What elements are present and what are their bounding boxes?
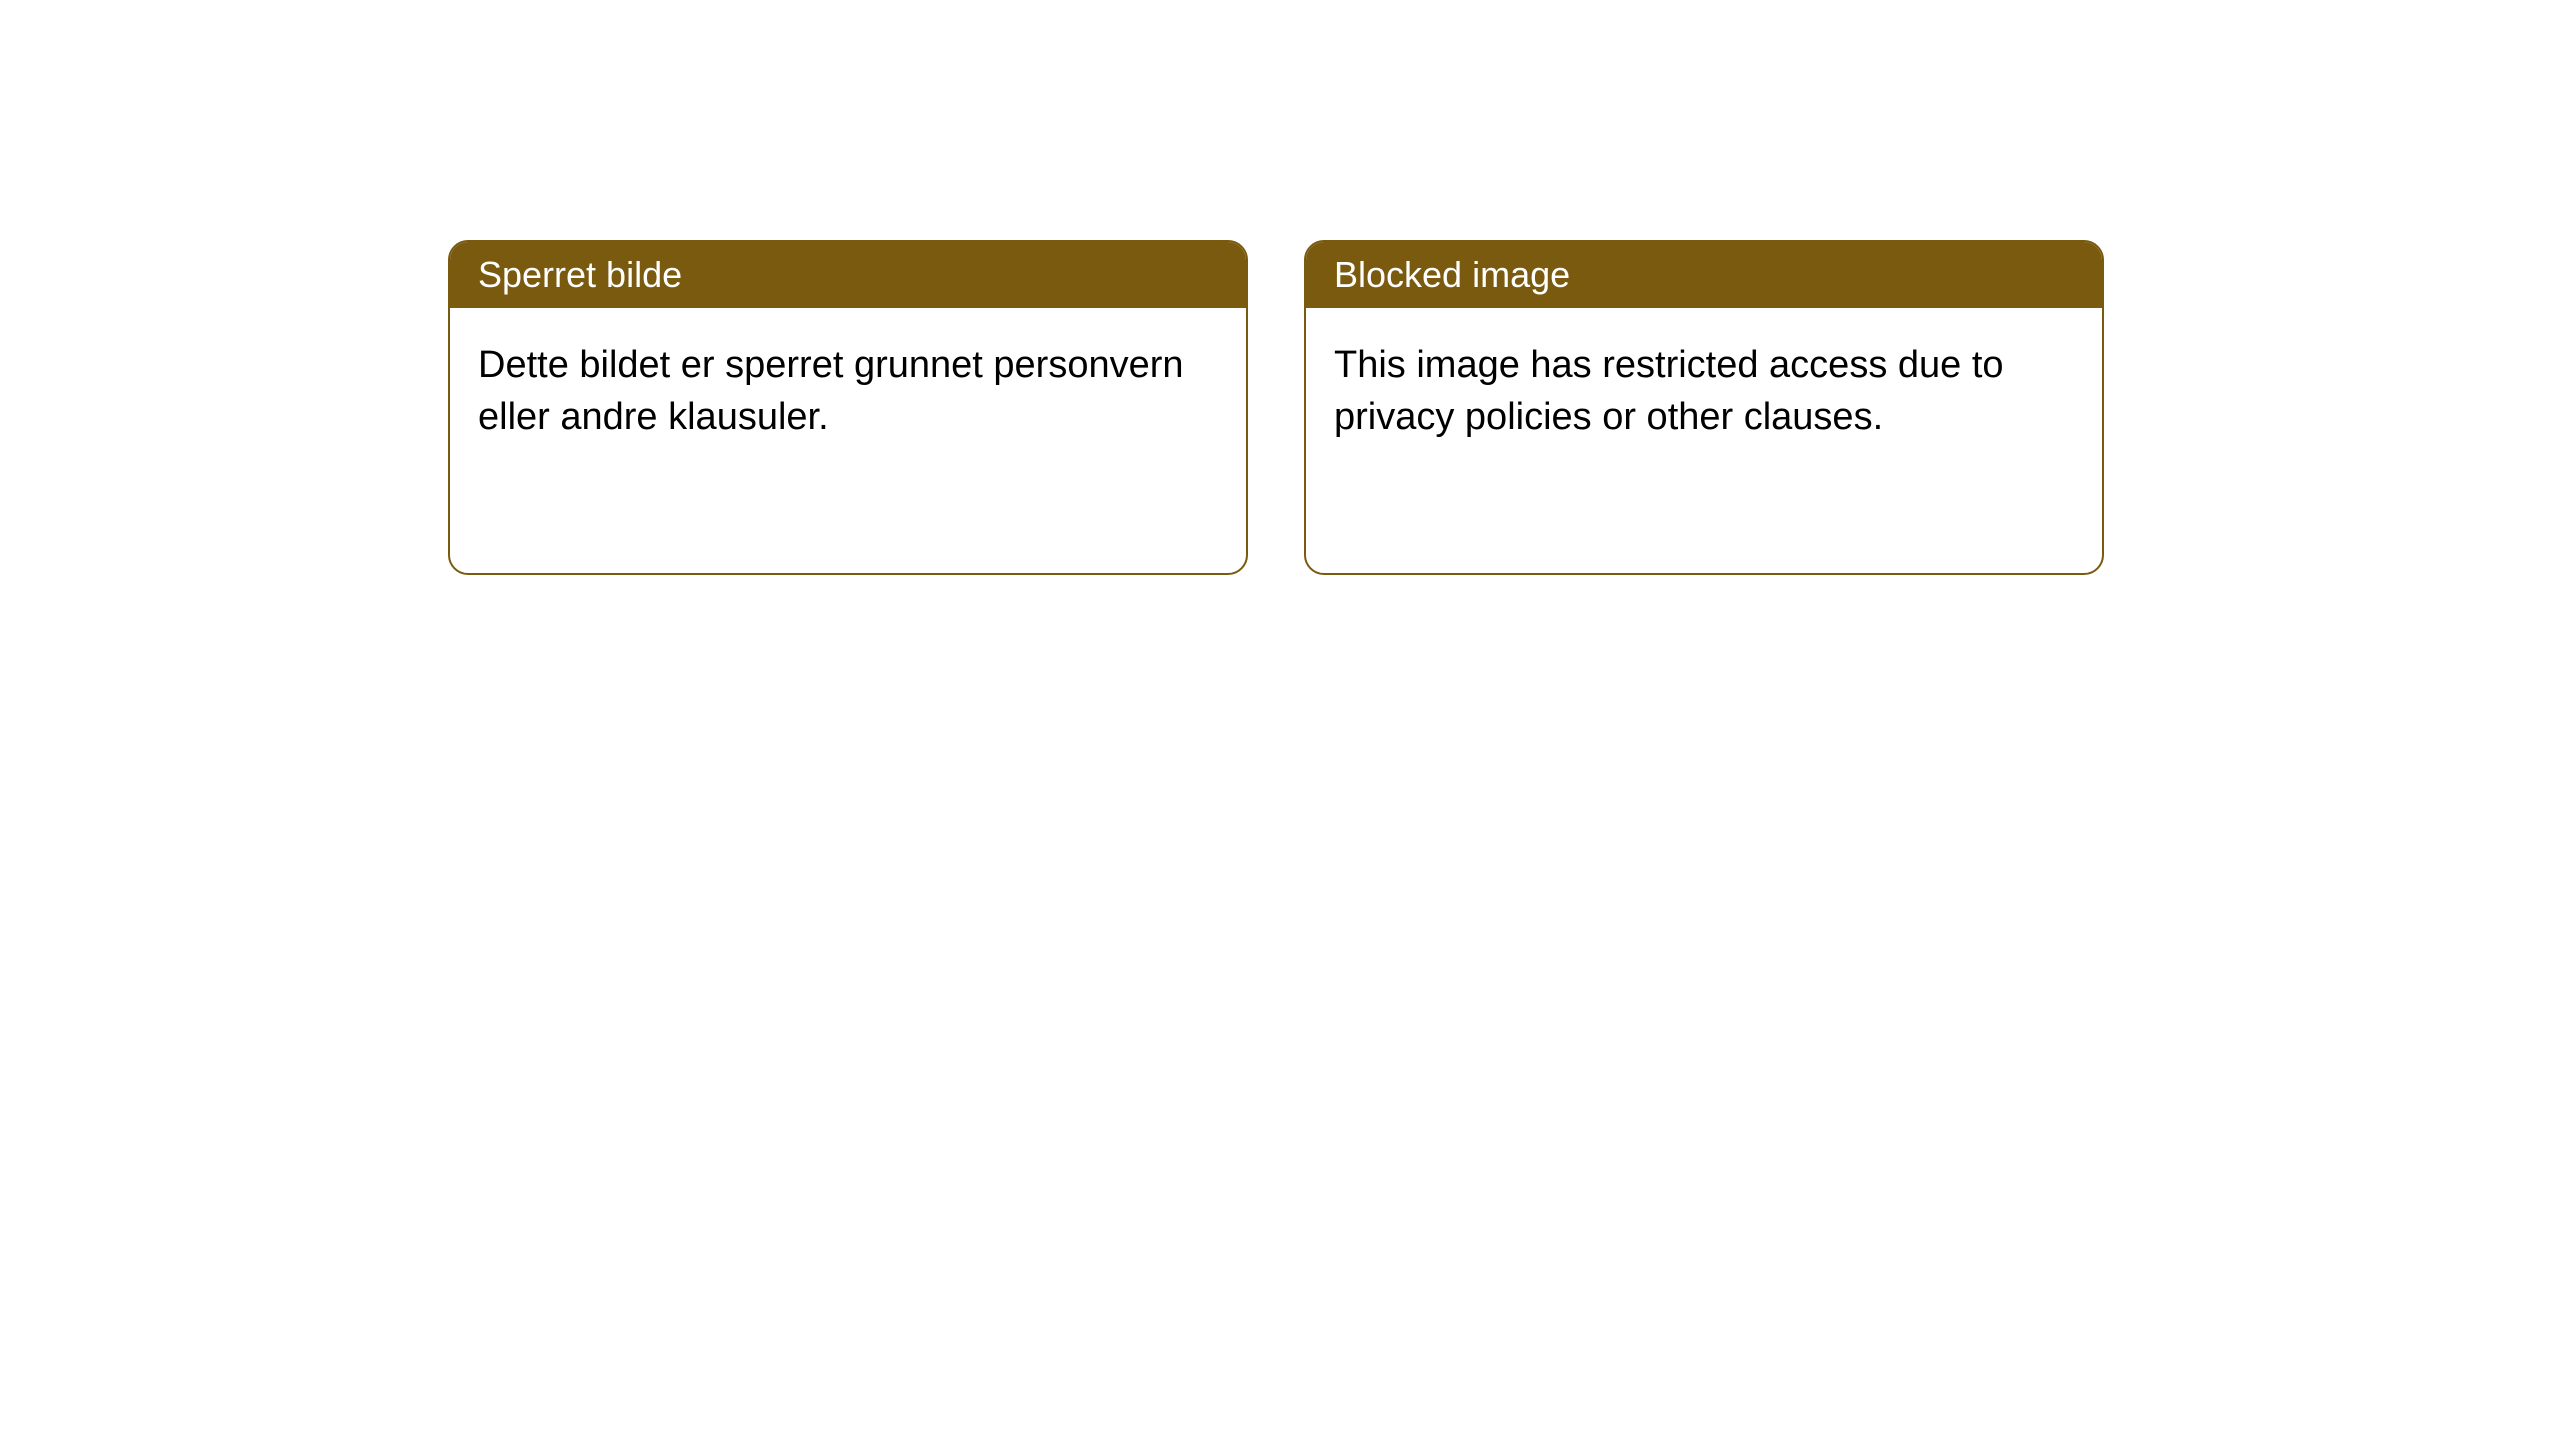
notice-box-norwegian: Sperret bilde Dette bildet er sperret gr…	[448, 240, 1248, 575]
notice-title-norwegian: Sperret bilde	[450, 242, 1246, 308]
notice-title-english: Blocked image	[1306, 242, 2102, 308]
notice-box-english: Blocked image This image has restricted …	[1304, 240, 2104, 575]
notice-body-english: This image has restricted access due to …	[1306, 308, 2102, 475]
notice-container: Sperret bilde Dette bildet er sperret gr…	[448, 240, 2104, 575]
notice-body-norwegian: Dette bildet er sperret grunnet personve…	[450, 308, 1246, 475]
